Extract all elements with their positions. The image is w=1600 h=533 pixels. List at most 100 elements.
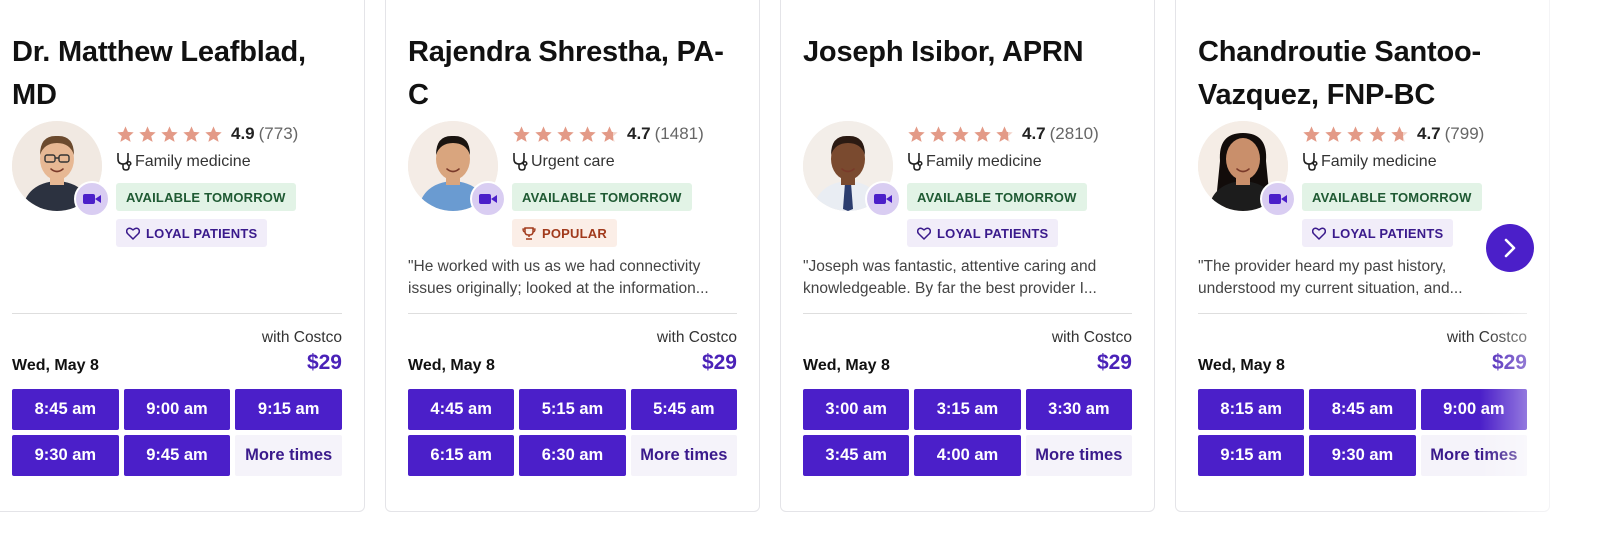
star-rating [116, 125, 223, 144]
time-slot-button[interactable]: 9:15 am [1198, 435, 1305, 476]
time-slot-button[interactable]: 4:45 am [408, 389, 515, 430]
time-slot-button[interactable]: 9:30 am [12, 435, 119, 476]
specialty: Family medicine [1302, 149, 1484, 175]
provider-name[interactable]: Rajendra Shrestha, PA-C [408, 36, 724, 111]
more-times-button[interactable]: More times [1420, 435, 1527, 476]
avatar-image [408, 121, 498, 211]
star-icon [513, 125, 530, 142]
badge-list: AVAILABLE TOMORROW POPULAR [512, 175, 704, 247]
star-icon [161, 125, 178, 142]
available-tomorrow-badge: AVAILABLE TOMORROW [512, 183, 692, 211]
provider-meta: 4.7 (1481) Urgent care AVAILABLE TOMORROW PO… [512, 121, 704, 247]
provider-card-list: Dr. Matthew Leafblad, MD 4.9 (773) Family … [0, 0, 1550, 512]
time-slot-button[interactable]: 9:30 am [1309, 435, 1416, 476]
star-icon [974, 125, 991, 142]
provider-card[interactable]: Rajendra Shrestha, PA-C 4.7 (1481) Urgent … [385, 0, 760, 512]
time-slot-button[interactable]: 4:00 am [914, 435, 1021, 476]
review-quote[interactable]: "The provider heard my past history, und… [1198, 258, 1463, 297]
star-icon [535, 125, 552, 142]
provider-meta: 4.9 (773) Family medicine AVAILABLE TOMORRO… [116, 121, 298, 247]
review-quote[interactable]: "He worked with us as we had connectivit… [408, 258, 709, 297]
provider-profile: 4.9 (773) Family medicine AVAILABLE TOMORRO… [12, 121, 342, 247]
star-icon [908, 125, 925, 142]
more-times-button[interactable]: More times [235, 435, 342, 476]
specialty: Family medicine [116, 149, 298, 175]
time-slot-button[interactable]: 6:30 am [519, 435, 626, 476]
time-slot-button[interactable]: 8:45 am [12, 389, 119, 430]
video-camera-icon [874, 194, 892, 204]
badge-list: AVAILABLE TOMORROW LOYAL PATIENTS [907, 175, 1099, 247]
time-slot-button[interactable]: 3:00 am [803, 389, 910, 430]
time-slot-button[interactable]: 5:15 am [519, 389, 626, 430]
insurance-label: with Costco [1051, 329, 1132, 346]
insurance-label: with Costco [1446, 329, 1527, 346]
star-icon [952, 125, 969, 142]
provider-name[interactable]: Dr. Matthew Leafblad, MD [12, 36, 306, 111]
appointment-date: Wed, May 8 [12, 357, 99, 374]
visit-price: $29 [1491, 351, 1527, 374]
review-count: (1481) [654, 124, 704, 143]
rating-row: 4.7 (1481) [512, 121, 704, 147]
star-icon [1369, 125, 1386, 142]
avatar[interactable] [803, 121, 901, 217]
time-slot-button[interactable]: 9:45 am [123, 435, 231, 476]
stethoscope-icon [1303, 153, 1318, 171]
rating-row: 4.7 (799) [1302, 121, 1484, 147]
video-visit-badge [470, 181, 506, 217]
visit-price: $29 [306, 351, 342, 374]
rating-value: 4.7 [627, 124, 651, 143]
provider-name[interactable]: Joseph Isibor, APRN [803, 36, 1084, 68]
provider-profile: 4.7 (2810) Family medicine AVAILABLE TOMORR… [803, 121, 1132, 247]
time-slot-button[interactable]: 9:15 am [235, 389, 342, 430]
star-rating [907, 125, 1014, 144]
provider-name[interactable]: Chandroutie Santoo-Vazquez, FNP-BC [1198, 36, 1481, 111]
badge-label: LOYAL PATIENTS [1332, 225, 1444, 241]
trophy-icon [522, 226, 536, 240]
time-slot-button[interactable]: 5:45 am [630, 389, 737, 430]
time-slot-grid: 4:45 am 5:15 am 5:45 am 6:15 am 6:30 am More … [408, 389, 737, 476]
time-slot-button[interactable]: 9:00 am [123, 389, 231, 430]
badge-label: POPULAR [542, 225, 607, 241]
chevron-right-icon [1504, 238, 1516, 258]
review-count: (799) [1444, 124, 1485, 143]
review-quote[interactable]: "Joseph was fantastic, attentive caring … [803, 258, 1097, 297]
specialty-label: Family medicine [135, 153, 251, 170]
heart-icon [917, 227, 931, 240]
appointment-date: Wed, May 8 [408, 357, 495, 374]
specialty-label: Family medicine [1321, 153, 1437, 170]
avatar[interactable] [12, 121, 110, 217]
avatar[interactable] [408, 121, 506, 217]
time-slot-button[interactable]: 8:15 am [1198, 389, 1305, 430]
provider-photo [12, 121, 102, 211]
star-icon [579, 125, 596, 142]
time-slot-button[interactable]: 3:45 am [803, 435, 910, 476]
avatar-image [803, 121, 893, 211]
time-slot-button[interactable]: 8:45 am [1309, 389, 1416, 430]
time-slot-grid: 3:00 am 3:15 am 3:30 am 3:45 am 4:00 am More … [803, 389, 1132, 476]
star-icon [205, 125, 222, 142]
more-times-button[interactable]: More times [630, 435, 737, 476]
divider [408, 313, 737, 314]
star-icon [557, 125, 574, 142]
provider-card[interactable]: Joseph Isibor, APRN 4.7 (2810) Family medi… [780, 0, 1155, 512]
time-slot-button[interactable]: 3:15 am [914, 389, 1021, 430]
insurance-label: with Costco [261, 329, 342, 346]
time-slot-button[interactable]: 9:00 am [1420, 389, 1527, 430]
rating-row: 4.9 (773) [116, 121, 298, 147]
star-icon [1391, 125, 1408, 142]
avatar[interactable] [1198, 121, 1296, 217]
provider-photo [408, 121, 498, 211]
badge-label: LOYAL PATIENTS [937, 225, 1049, 241]
carousel-next-button[interactable] [1486, 224, 1534, 272]
heart-icon [126, 227, 140, 240]
provider-profile: 4.7 (799) Family medicine AVAILABLE TOMORRO… [1198, 121, 1527, 247]
more-times-button[interactable]: More times [1025, 435, 1132, 476]
video-visit-badge [74, 181, 110, 217]
popular-badge: POPULAR [512, 219, 617, 247]
loyal-patients-badge: LOYAL PATIENTS [1302, 219, 1454, 247]
time-slot-button[interactable]: 3:30 am [1025, 389, 1132, 430]
provider-card[interactable]: Dr. Matthew Leafblad, MD 4.9 (773) Family … [0, 0, 365, 512]
provider-profile: 4.7 (1481) Urgent care AVAILABLE TOMORROW PO… [408, 121, 737, 247]
appointment-date: Wed, May 8 [803, 357, 890, 374]
time-slot-button[interactable]: 6:15 am [408, 435, 515, 476]
